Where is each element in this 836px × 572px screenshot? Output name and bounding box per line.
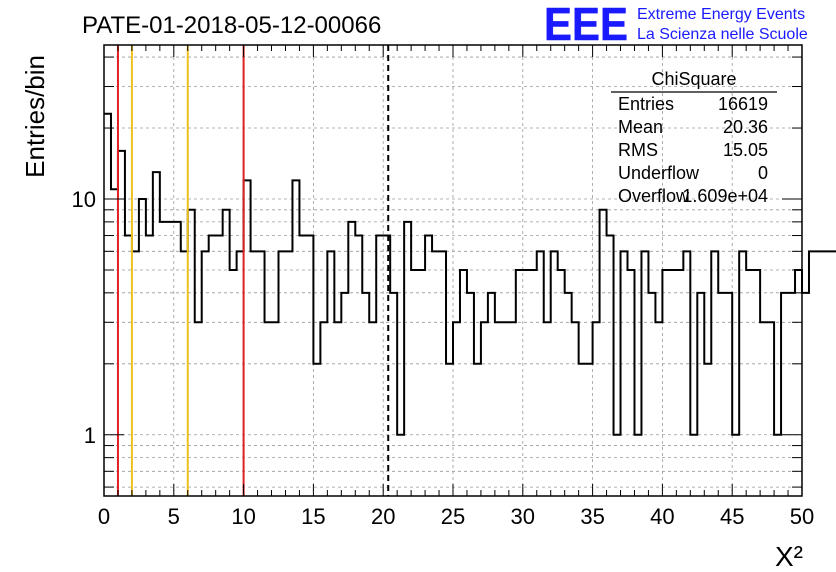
eee-logo: EEE — [544, 0, 628, 50]
logo-line-1: Extreme Energy Events — [637, 6, 805, 23]
x-tick-label: 40 — [650, 504, 674, 529]
y-tick-label: 10 — [72, 187, 96, 212]
stats-value-entries: 16619 — [718, 94, 768, 114]
x-tick-label: 35 — [580, 504, 604, 529]
y-axis-title: Entries/bin — [20, 55, 50, 178]
x-tick-label: 25 — [441, 504, 465, 529]
logo-line-2: La Scienza nelle Scuole — [637, 26, 808, 43]
stats-label-overflow: Overflow — [618, 186, 690, 206]
stats-value-overflow: 1.609e+04 — [682, 186, 768, 206]
reference-lines — [116, 45, 390, 496]
stats-title: ChiSquare — [651, 69, 736, 89]
stats-label-mean: Mean — [618, 117, 663, 137]
axes — [103, 44, 803, 497]
stats-label-entries: Entries — [618, 94, 674, 114]
histogram-bins — [104, 112, 836, 436]
x-tick-label: 10 — [231, 504, 255, 529]
stats-value-mean: 20.36 — [723, 117, 768, 137]
x-tick-label: 50 — [790, 504, 814, 529]
x-tick-label: 30 — [511, 504, 535, 529]
stats-box: ChiSquare Entries 16619 Mean 20.36 RMS 1… — [611, 69, 777, 206]
x-tick-label: 5 — [168, 504, 180, 529]
stats-label-rms: RMS — [618, 140, 658, 160]
x-tick-label: 45 — [720, 504, 744, 529]
x-tick-label: 0 — [98, 504, 110, 529]
stats-value-rms: 15.05 — [723, 140, 768, 160]
y-tick-label: 1 — [84, 423, 96, 448]
stats-label-underflow: Underflow — [618, 163, 700, 183]
stats-value-underflow: 0 — [758, 163, 768, 183]
x-tick-label: 20 — [371, 504, 395, 529]
x-tick-label: 15 — [301, 504, 325, 529]
histogram-outline — [104, 112, 836, 436]
x-tick-labels: 0 5 10 15 20 25 30 35 40 45 50 — [98, 504, 814, 529]
y-tick-labels: 1 10 — [72, 187, 96, 448]
run-title: PATE-01-2018-05-12-00066 — [82, 12, 381, 39]
x-axis-title: X² — [775, 541, 803, 572]
